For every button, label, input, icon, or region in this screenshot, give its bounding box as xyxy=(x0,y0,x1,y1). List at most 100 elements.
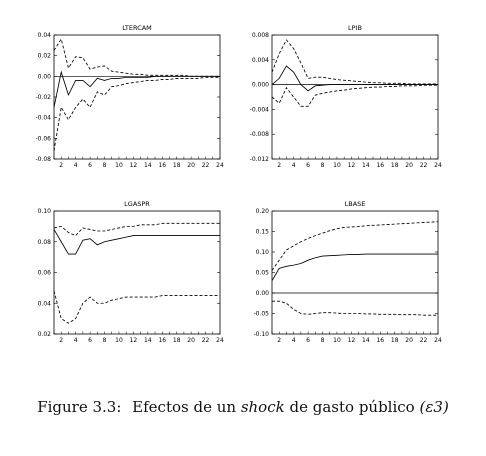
y-tick-label: 0.05 xyxy=(256,270,270,277)
x-tick-label: 6 xyxy=(88,162,92,169)
series-line-upper-band xyxy=(271,221,439,271)
x-tick-label: 2 xyxy=(59,162,63,169)
chart-title: LTERCAM xyxy=(122,24,152,32)
x-tick-label: 14 xyxy=(362,337,370,344)
x-tick-label: 10 xyxy=(333,337,341,344)
x-tick-label: 12 xyxy=(130,337,138,344)
y-tick-label: -0.10 xyxy=(253,331,269,338)
y-tick-label: -0.05 xyxy=(253,311,269,318)
y-tick-label: -0.004 xyxy=(250,106,270,113)
y-tick-label: 0.06 xyxy=(38,270,52,277)
x-tick-label: 20 xyxy=(405,162,413,169)
x-tick-label: 4 xyxy=(74,337,78,344)
x-tick-label: 8 xyxy=(103,337,107,344)
plot-frame xyxy=(53,210,221,335)
x-tick-label: 2 xyxy=(59,337,63,344)
series-line-lower-band xyxy=(271,84,438,107)
x-tick-label: 4 xyxy=(292,337,296,344)
series-line-upper-band xyxy=(53,222,220,237)
y-tick-label: 0.10 xyxy=(38,208,52,215)
x-tick-label: 16 xyxy=(158,337,166,344)
x-tick-label: 8 xyxy=(321,162,325,169)
series-line-lower-band xyxy=(53,76,220,151)
x-tick-label: 12 xyxy=(348,162,356,169)
series-line-lower-band xyxy=(272,300,438,316)
caption-text-after: de gasto público xyxy=(289,398,415,416)
y-tick-label: 0.000 xyxy=(252,82,269,89)
y-tick-label: -0.08 xyxy=(35,156,51,163)
plot-frame xyxy=(53,34,221,160)
x-tick-label: 18 xyxy=(173,337,181,344)
y-tick-label: 0.08 xyxy=(38,239,52,246)
x-tick-label: 4 xyxy=(74,162,78,169)
y-tick-label: -0.008 xyxy=(250,131,270,138)
x-tick-label: 12 xyxy=(348,337,356,344)
x-tick-label: 8 xyxy=(321,337,325,344)
x-tick-label: 22 xyxy=(202,337,210,344)
caption-emphasis: shock xyxy=(240,398,285,416)
x-tick-label: 6 xyxy=(306,162,310,169)
caption-label: Figure 3.3: xyxy=(37,398,122,416)
y-tick-label: -0.02 xyxy=(35,94,51,101)
plot-frame xyxy=(271,210,439,335)
x-tick-label: 22 xyxy=(420,162,428,169)
x-tick-label: 20 xyxy=(405,337,413,344)
y-tick-label: 0.00 xyxy=(38,73,52,80)
plot-frame xyxy=(271,34,439,160)
figure-caption: Figure 3.3: Efectos de un shock de gasto… xyxy=(0,398,486,416)
series-line-lower-band xyxy=(53,290,220,324)
caption-text-before: Efectos de un xyxy=(132,398,237,416)
x-tick-label: 10 xyxy=(333,162,341,169)
x-tick-label: 22 xyxy=(420,337,428,344)
x-tick-label: 10 xyxy=(115,162,123,169)
x-tick-label: 2 xyxy=(277,337,281,344)
x-tick-label: 16 xyxy=(376,162,384,169)
series-line-upper-band xyxy=(53,38,220,77)
y-tick-label: 0.10 xyxy=(256,249,270,256)
series-line-upper-band xyxy=(271,39,438,85)
x-tick-label: 6 xyxy=(306,337,310,344)
chart-title: LPIB xyxy=(348,24,362,32)
x-tick-label: 16 xyxy=(158,162,166,169)
series-line-response xyxy=(271,65,438,92)
x-tick-label: 24 xyxy=(216,162,224,169)
chart-title: LGASPR xyxy=(124,200,150,208)
x-tick-label: 2 xyxy=(277,162,281,169)
x-tick-label: 14 xyxy=(362,162,370,169)
x-tick-label: 16 xyxy=(376,337,384,344)
chart-panel-lbase: LBASE-0.10-0.050.000.050.100.150.202 4 6 8 1… xyxy=(253,200,442,344)
y-tick-label: -0.04 xyxy=(35,115,51,122)
y-tick-label: 0.00 xyxy=(256,290,270,297)
x-tick-label: 10 xyxy=(115,337,123,344)
x-tick-label: 14 xyxy=(144,162,152,169)
x-tick-label: 4 xyxy=(292,162,296,169)
chart-title: LBASE xyxy=(345,200,366,208)
y-tick-label: 0.008 xyxy=(252,32,269,39)
y-tick-label: -0.012 xyxy=(250,156,270,163)
x-tick-label: 8 xyxy=(103,162,107,169)
x-tick-label: 14 xyxy=(144,337,152,344)
series-line-response xyxy=(53,229,220,255)
y-tick-label: 0.02 xyxy=(38,331,52,338)
x-tick-label: 12 xyxy=(130,162,138,169)
y-tick-label: -0.06 xyxy=(35,135,51,142)
y-tick-label: 0.02 xyxy=(38,53,52,60)
series-line-response xyxy=(53,70,220,108)
y-tick-label: 0.04 xyxy=(38,32,52,39)
x-tick-label: 20 xyxy=(187,162,195,169)
y-tick-label: 0.15 xyxy=(256,229,270,236)
series-line-response xyxy=(271,253,438,281)
x-tick-label: 24 xyxy=(434,337,442,344)
x-tick-label: 18 xyxy=(391,337,399,344)
x-tick-label: 24 xyxy=(216,337,224,344)
caption-symbol: (ε3) xyxy=(419,398,449,416)
x-tick-label: 18 xyxy=(173,162,181,169)
y-tick-label: 0.004 xyxy=(252,57,269,64)
chart-panel-ltercam: LTERCAM -0.08 -0.06 -0.04 -0.02 0.00 0.02 0.04 2… xyxy=(35,24,224,169)
x-tick-label: 18 xyxy=(391,162,399,169)
x-tick-label: 24 xyxy=(434,162,442,169)
x-tick-label: 22 xyxy=(202,162,210,169)
